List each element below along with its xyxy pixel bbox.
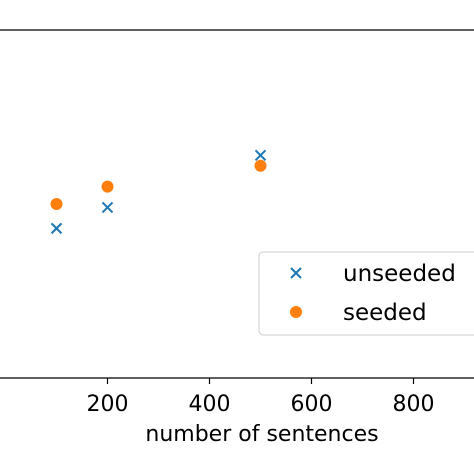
unseeded-point — [50, 222, 63, 235]
seeded-point — [254, 159, 267, 172]
unseeded-point — [254, 149, 267, 161]
x-axis-ticks: 200 400 600 800 — [87, 378, 435, 417]
unseeded-point — [101, 201, 114, 214]
legend-label-seeded: seeded — [343, 300, 427, 326]
x-tick-label: 800 — [393, 392, 435, 417]
unseeded-point-stroke-b — [101, 201, 114, 214]
seeded-point — [101, 180, 114, 193]
x-axis-label: number of sentences — [145, 422, 378, 447]
legend-marker-unseeded — [290, 267, 302, 279]
x-tick-label: 600 — [291, 392, 333, 417]
x-tick-label: 400 — [189, 392, 231, 417]
legend-marker-seeded — [290, 306, 302, 318]
legend: unseeded seeded — [258, 251, 474, 336]
unseeded-point-stroke-b — [254, 149, 267, 161]
legend-label-unseeded: unseeded — [343, 261, 456, 287]
seeded-point — [50, 198, 63, 210]
data-points — [50, 149, 267, 235]
plot-axes — [0, 29, 474, 379]
x-tick-label: 200 — [87, 392, 129, 417]
legend-marker-unseeded-stroke-b — [290, 267, 302, 279]
legend-box — [258, 251, 474, 336]
unseeded-point-stroke-b — [50, 222, 63, 235]
